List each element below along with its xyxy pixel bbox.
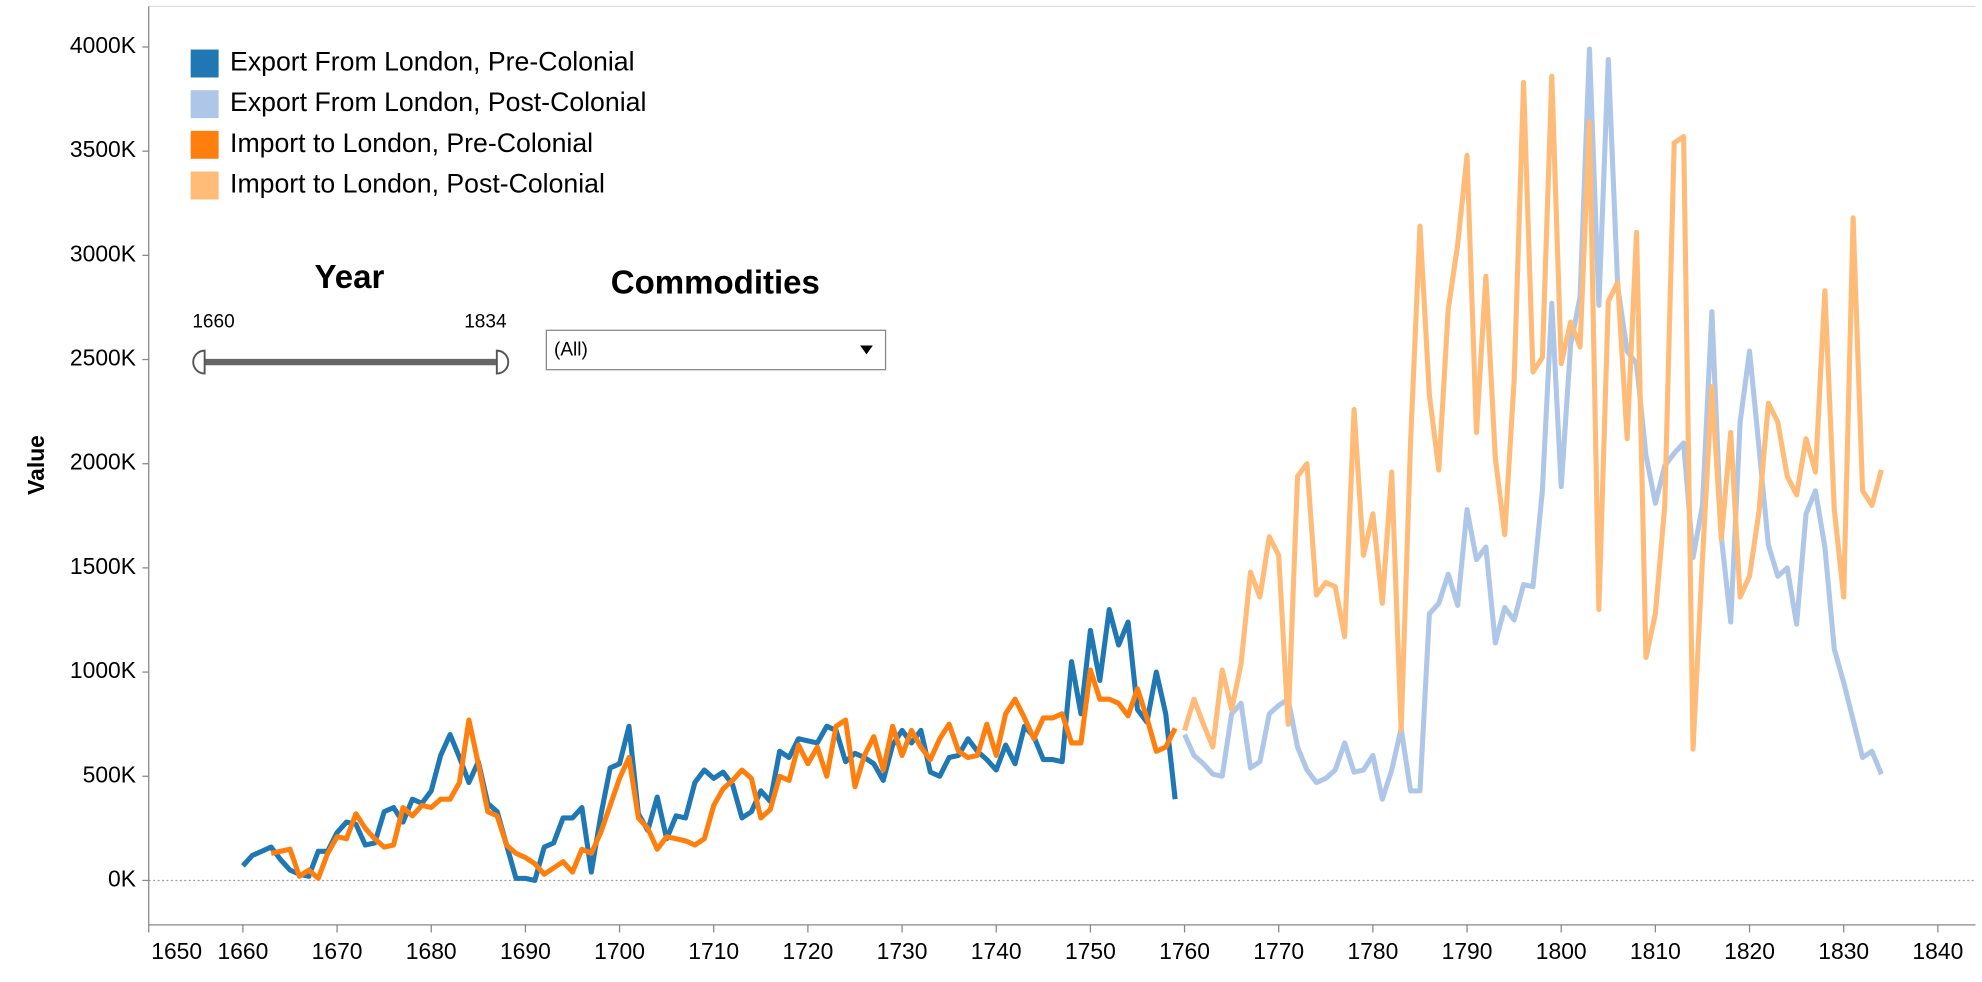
legend-swatch [190,90,219,119]
legend-label: Export From London, Pre-Colonial [230,47,634,77]
legend-label: Import to London, Pre-Colonial [230,128,593,158]
x-tick-label: 1820 [1724,938,1775,964]
dropdown-arrow [860,345,873,355]
dropdown[interactable] [545,329,887,371]
x-tick-label: 1660 [217,938,268,964]
y-axis-label: Value [23,435,49,495]
legend-item[interactable]: Export From London, Pre-Colonial [190,47,635,78]
legend-item[interactable]: Import to London, Pre-Colonial [190,128,593,159]
slider-max-label: 1834 [464,312,507,333]
legend-item[interactable]: Import to London, Post-Colonial [190,169,605,200]
x-tick-label: 1760 [1159,938,1210,964]
slider-handle-max[interactable] [495,349,510,375]
x-tick-label: 1780 [1347,938,1398,964]
x-tick-label: 1690 [500,938,551,964]
x-tick-label: 1770 [1253,938,1304,964]
x-tick-label: 1650 [151,938,202,964]
x-tick-label: 1730 [877,938,928,964]
x-tick-label: 1740 [971,938,1022,964]
dropdown-value: (All) [554,340,588,361]
slider-min-label: 1660 [192,312,234,333]
slider-handle-min[interactable] [192,349,206,375]
y-tick-label: 0K [108,865,136,891]
x-tick-label: 1710 [688,938,739,964]
data-line [1182,46,1884,802]
legend-item[interactable]: Export From London, Post-Colonial [190,87,647,119]
legend-label: Export From London, Post-Colonial [230,87,646,117]
x-tick-label: 1700 [594,938,645,964]
legend-swatch [190,171,219,200]
x-tick-label: 1840 [1912,938,1963,964]
year-filter[interactable]: Year 1660 1834 [192,258,510,375]
x-tick-label: 1790 [1442,938,1493,964]
x-tick-label: 1750 [1065,938,1116,964]
commodities-filter[interactable]: Commodities (All) [545,263,887,371]
filter-title: Commodities [611,263,820,300]
legend-swatch [190,49,219,78]
x-tick-label: 1680 [406,938,457,964]
x-tick-label: 1810 [1630,938,1681,964]
x-tick-label: 1720 [782,938,833,964]
x-tick-label: 1830 [1818,938,1869,964]
data-line [270,667,1178,881]
y-tick-label: 4000K [70,32,136,58]
filter-title: Year [315,258,385,295]
y-tick-label: 3000K [70,240,136,266]
y-tick-label: 2500K [70,345,136,371]
legend: Export From London, Pre-Colonial Export F… [190,47,647,200]
legend-swatch [190,130,219,159]
y-tick-label: 3500K [70,136,136,162]
y-tick-label: 2000K [70,449,136,475]
x-tick-label: 1800 [1536,938,1587,964]
y-tick-label: 500K [83,761,136,787]
y-tick-label: 1500K [70,553,136,579]
legend-label: Import to London, Post-Colonial [230,169,605,199]
y-tick-label: 1000K [70,657,136,683]
data-line [241,607,1178,883]
data-line [1182,73,1884,752]
x-tick-label: 1670 [312,938,363,964]
